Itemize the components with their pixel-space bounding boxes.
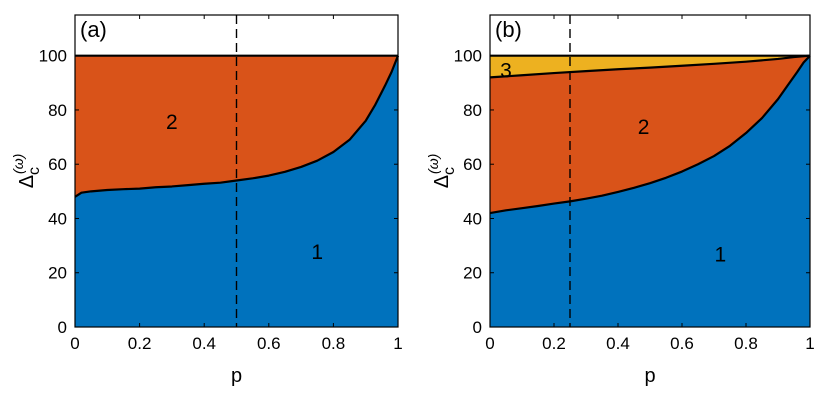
y-axis-label: Δc(ω) — [10, 154, 43, 189]
axes-box — [489, 14, 811, 328]
y-tick-label: 80 — [463, 101, 482, 120]
panel-label: (b) — [495, 17, 522, 42]
region-label-1: 1 — [311, 241, 323, 264]
x-tick-label: 1 — [393, 334, 402, 353]
y-tick-label: 100 — [39, 47, 67, 66]
y-axis-label-main: Δ — [431, 175, 453, 188]
y-axis-label: Δc(ω) — [425, 154, 458, 189]
y-tick-label: 20 — [463, 264, 482, 283]
y-tick-label: 20 — [48, 264, 67, 283]
x-tick-label: 0.2 — [128, 334, 152, 353]
x-tick-label: 0.2 — [542, 334, 566, 353]
y-tick-label: 80 — [48, 101, 67, 120]
x-tick-label: 0 — [485, 334, 494, 353]
panel-label: (a) — [80, 17, 107, 42]
y-tick-label: 0 — [58, 318, 67, 337]
y-axis-label-superscript: (ω) — [10, 154, 26, 174]
y-tick-label: 40 — [48, 209, 67, 228]
x-tick-label: 1 — [805, 334, 814, 353]
x-tick-label: 0.8 — [322, 334, 346, 353]
x-tick-label: 0.6 — [670, 334, 694, 353]
x-tick-label: 0 — [70, 334, 79, 353]
x-tick-label: 0.6 — [257, 334, 281, 353]
y-axis-label-subscript: c — [26, 167, 43, 175]
region-label-3: 3 — [500, 59, 512, 82]
y-tick-label: 40 — [463, 209, 482, 228]
x-axis-label: p — [231, 365, 242, 387]
region-label-2: 2 — [638, 116, 650, 139]
x-tick-label: 0.8 — [734, 334, 758, 353]
x-tick-label: 0.4 — [606, 334, 630, 353]
y-tick-label: 60 — [463, 155, 482, 174]
y-tick-label: 0 — [473, 318, 482, 337]
region-label-1: 1 — [715, 244, 727, 267]
boundary-1-2 — [489, 54, 811, 215]
y-axis-label-superscript: (ω) — [425, 154, 441, 174]
region-2-fill — [75, 55, 398, 197]
region-label-2: 2 — [166, 111, 178, 134]
y-axis-label-main: Δ — [16, 175, 38, 188]
y-tick-label: 100 — [454, 47, 482, 66]
panel-a: 0 0.2 0.4 0.6 0.8 1 0 20 40 60 80 100 p Δc(ω) 1 2 (a) — [10, 14, 403, 387]
boundary-2-3 — [489, 54, 811, 79]
boundary-1-2 — [74, 55, 400, 198]
x-tick-label: 0.4 — [192, 334, 216, 353]
y-tick-label: 60 — [48, 155, 67, 174]
axes-box — [74, 14, 399, 328]
y-axis-label-subscript: c — [441, 167, 458, 175]
panel-b: 0 0.2 0.4 0.6 0.8 1 0 20 40 60 80 100 p Δc(ω) 1 2 3 (b) — [425, 14, 815, 387]
x-axis-label: p — [644, 365, 655, 387]
